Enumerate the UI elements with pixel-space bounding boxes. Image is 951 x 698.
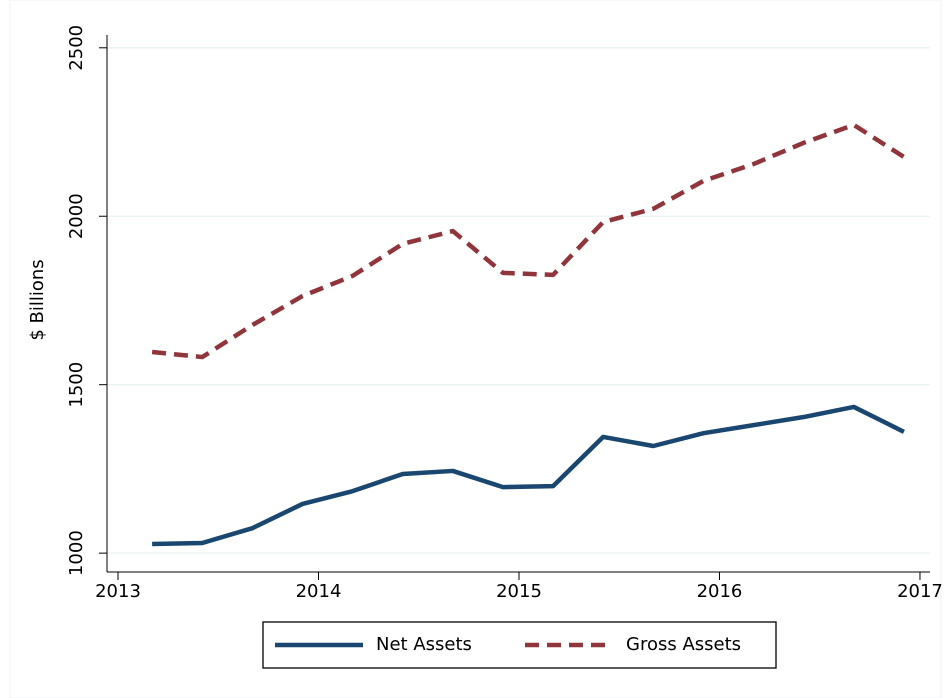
y-tick-label: 1500 (66, 362, 87, 408)
x-tick-label: 2015 (496, 581, 542, 602)
figure-frame (9, 0, 942, 698)
x-tick-label: 2016 (697, 581, 743, 602)
x-tick-label: 2013 (95, 581, 141, 602)
x-tick-label: 2014 (296, 581, 342, 602)
series-line (152, 404, 905, 547)
y-tick-label: 1000 (66, 530, 87, 576)
x-tick-label: 2017 (897, 581, 943, 602)
y-tick-label: 2000 (66, 193, 87, 239)
y-tick-label: 2500 (66, 25, 87, 71)
legend-label: Net Assets (376, 634, 472, 655)
series-line (151, 122, 906, 360)
y-axis-title: $ Billions (27, 259, 48, 340)
legend-label: Gross Assets (626, 634, 741, 655)
